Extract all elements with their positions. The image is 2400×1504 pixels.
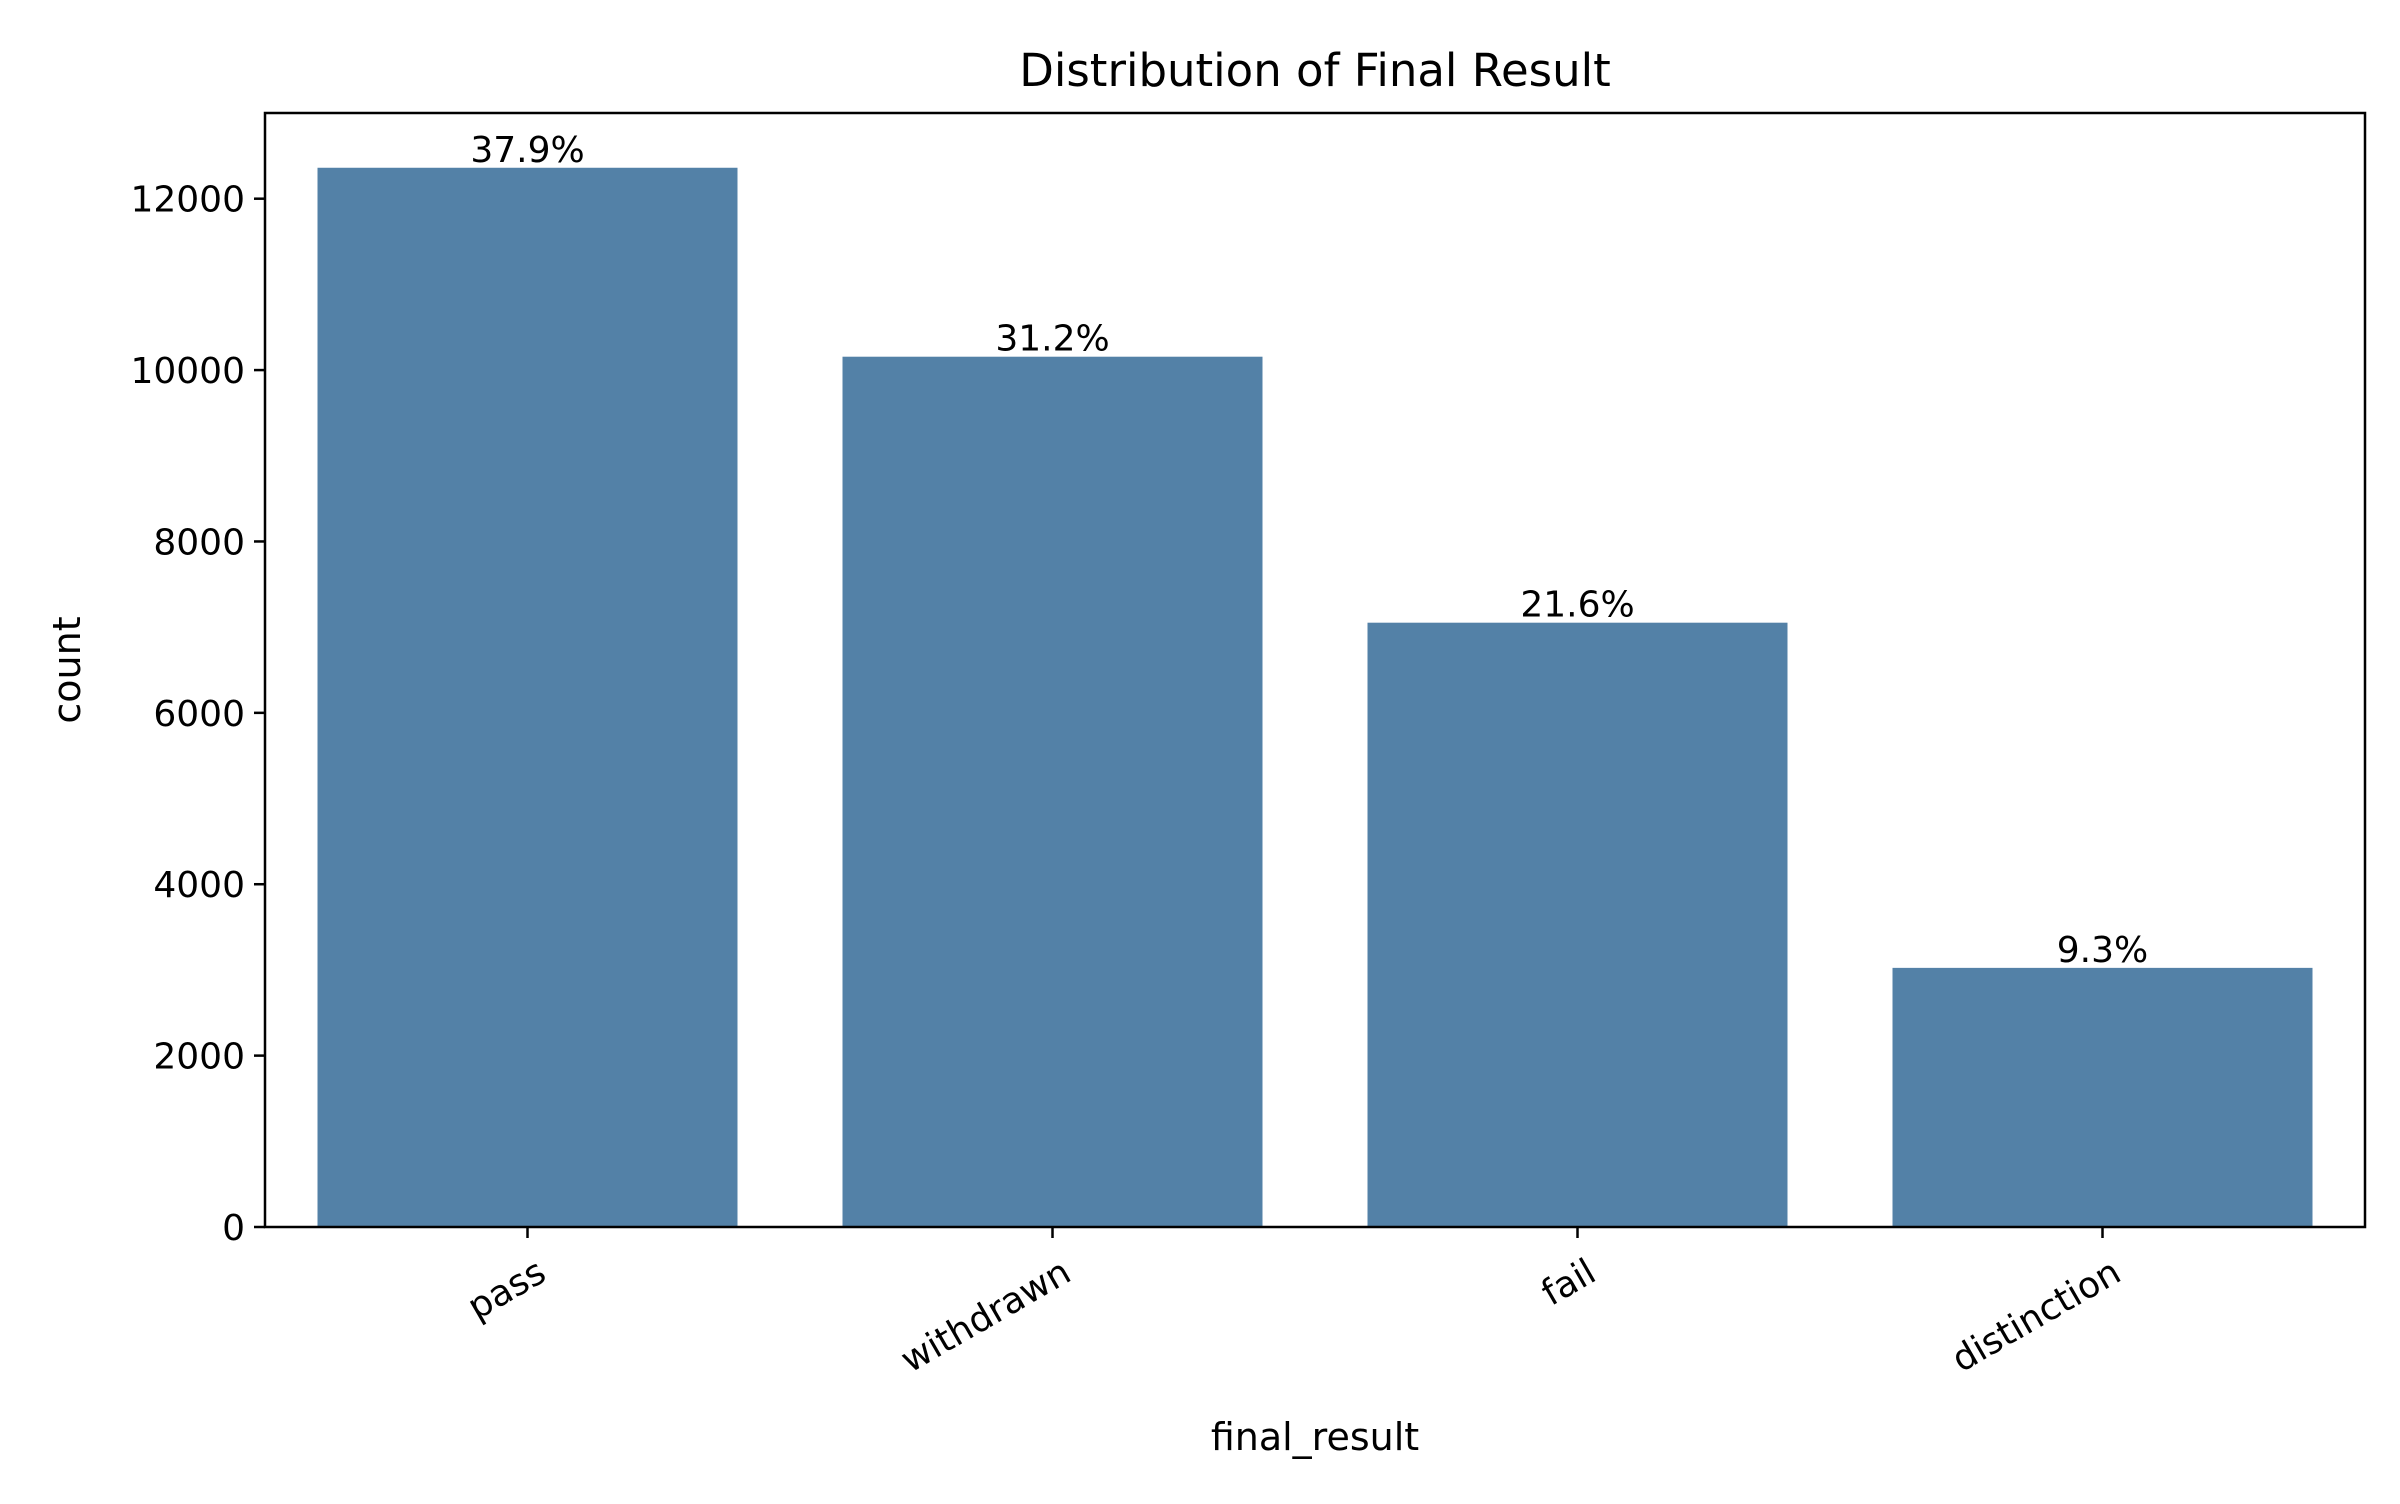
data-label-pass: 37.9% [470, 130, 584, 171]
y-axis: 0 2000 4000 6000 8000 10000 12000 [130, 180, 265, 1249]
data-label-withdrawn: 31.2% [995, 319, 1109, 360]
y-tick-label: 4000 [153, 865, 245, 906]
y-tick-label: 10000 [130, 351, 245, 392]
y-tick-label: 2000 [153, 1037, 245, 1078]
data-labels-layer: 37.9% 31.2% 21.6% 9.3% [470, 130, 2148, 971]
data-label-fail: 21.6% [1520, 585, 1634, 626]
bar-withdrawn [842, 356, 1263, 1227]
data-label-distinction: 9.3% [2057, 930, 2148, 971]
y-axis-label: count [45, 616, 89, 723]
y-tick-label: 6000 [153, 694, 245, 735]
y-tick-label: 12000 [130, 180, 245, 221]
y-tick-label: 0 [222, 1208, 245, 1249]
chart-title: Distribution of Final Result [1019, 44, 1611, 97]
bar-pass [317, 167, 738, 1228]
bar-fail [1367, 622, 1788, 1227]
x-axis-label: final_result [1211, 1415, 1419, 1459]
bars-layer [317, 167, 2313, 1228]
bar-distinction [1892, 967, 2313, 1227]
y-tick-label: 8000 [153, 522, 245, 563]
plot-frame [263, 111, 2367, 1229]
